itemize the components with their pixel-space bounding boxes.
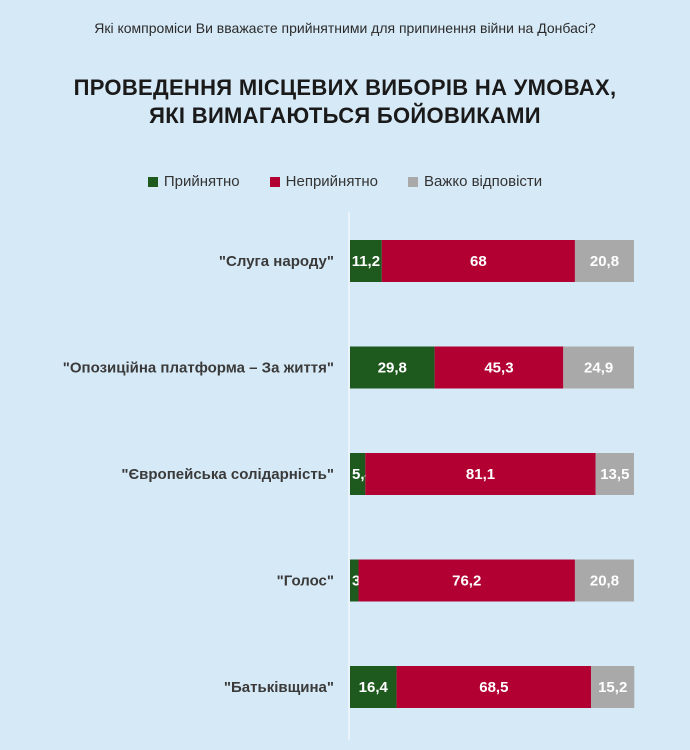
- bar-segment-acceptable: [350, 666, 397, 708]
- data-label-acceptable: 3: [352, 573, 360, 590]
- data-label-acceptable: 11,2: [352, 253, 380, 270]
- bar-segment-acceptable: [350, 453, 366, 495]
- data-label-unacceptable: 76,2: [452, 573, 481, 590]
- bar-segment-hard-to-say: [591, 666, 635, 708]
- legend-label-hard-to-say: Важко відповісти: [423, 173, 543, 190]
- data-label-hard-to-say: 20,8: [590, 573, 619, 590]
- legend-item-acceptable: Прийнятно: [147, 173, 240, 190]
- bar-segment-unacceptable: [434, 346, 564, 389]
- bar-segment-hard-to-say: [563, 346, 634, 389]
- data-label-unacceptable: 68,5: [479, 679, 508, 696]
- data-label-hard-to-say: 15,2: [598, 679, 627, 696]
- bar-segment-unacceptable: [396, 666, 592, 708]
- chart-subtitle: Які компроміси Ви вважаєте прийнятними д…: [94, 20, 596, 36]
- chart-title: ПРОВЕДЕННЯ МІСЦЕВИХ ВИБОРІВ НА УМОВАХ, Я…: [20, 74, 670, 130]
- data-label-acceptable: 16,4: [359, 679, 389, 696]
- bar-segment-unacceptable: [365, 453, 596, 495]
- data-label-hard-to-say: 24,9: [584, 360, 613, 377]
- legend-item-unacceptable: Неприйнятно: [269, 173, 378, 190]
- category-label: "Опозиційна платформа – За життя": [63, 360, 334, 377]
- data-label-unacceptable: 68: [470, 253, 487, 270]
- bar-segment-acceptable: [350, 240, 382, 282]
- category-label: "Батьківщина": [224, 679, 334, 696]
- legend-item-hard-to-say: Важко відповісти: [407, 173, 543, 190]
- legend-swatch-hard-to-say: [407, 176, 418, 187]
- bar-segment-acceptable: [350, 559, 359, 602]
- data-label-acceptable: 29,8: [378, 360, 407, 377]
- bar-segment-unacceptable: [381, 240, 575, 282]
- chart-title-line-1: ПРОВЕДЕННЯ МІСЦЕВИХ ВИБОРІВ НА УМОВАХ,: [73, 75, 617, 100]
- legend-swatch-acceptable: [147, 176, 158, 187]
- data-label-unacceptable: 45,3: [484, 360, 513, 377]
- bar-segment-hard-to-say: [595, 453, 634, 495]
- bar-segment-hard-to-say: [574, 240, 634, 282]
- data-label-unacceptable: 81,1: [466, 466, 495, 483]
- chart-title-line-2: ЯКІ ВИМАГАЮТЬСЯ БОЙОВИКАМИ: [149, 103, 541, 128]
- legend-label-acceptable: Прийнятно: [163, 173, 240, 190]
- legend-label-unacceptable: Неприйнятно: [285, 173, 378, 190]
- data-label-hard-to-say: 13,5: [600, 466, 629, 483]
- legend-swatch-unacceptable: [269, 176, 280, 187]
- data-label-hard-to-say: 20,8: [590, 253, 619, 270]
- bar-segment-unacceptable: [358, 559, 575, 602]
- category-label: "Голос": [277, 573, 334, 590]
- bar-segment-acceptable: [350, 346, 435, 389]
- category-label: "Європейська солідарність": [121, 466, 334, 483]
- category-label: "Слуга народу": [219, 253, 334, 270]
- bar-segment-hard-to-say: [574, 559, 634, 602]
- legend: Прийнятно Неприйнятно Важко відповісти: [0, 173, 690, 190]
